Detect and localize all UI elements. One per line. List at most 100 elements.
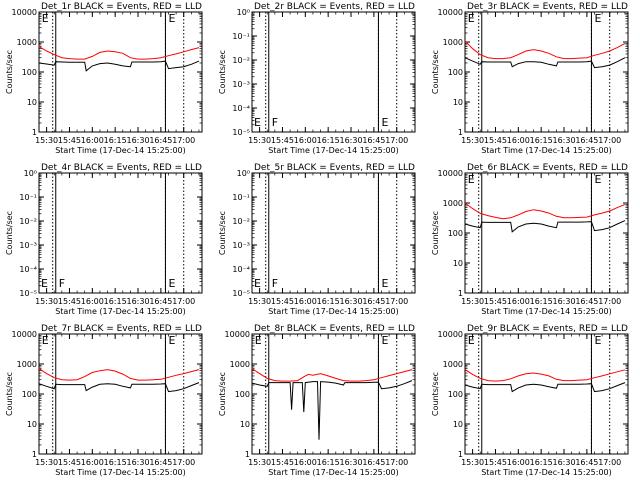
annotation-label: E [254, 277, 261, 290]
y-tick-label: 10000 [438, 169, 463, 178]
series-events-line [464, 57, 626, 69]
x-tick-label: 15:45 [58, 136, 81, 145]
y-tick-label: 10 [453, 259, 463, 268]
y-tick-label: 10⁻¹ [232, 193, 250, 202]
y-tick-label: 10000 [438, 330, 463, 339]
y-tick-label: 100 [448, 229, 463, 238]
y-tick-label: 10000 [438, 8, 463, 17]
x-tick-label: 15:45 [58, 458, 81, 467]
x-tick-label: 16:45 [575, 297, 598, 306]
series-lld-line [38, 46, 200, 60]
y-tick-label: 1000 [443, 360, 463, 369]
annotation-label: E [468, 334, 475, 347]
series-lld-line [464, 40, 626, 60]
x-tick-label: 17:00 [385, 136, 408, 145]
annotation-label: E [381, 277, 388, 290]
x-tick-label: 16:30 [552, 458, 575, 467]
y-tick-label: 1 [245, 450, 250, 459]
chart-panel: Det_9r BLACK = Events, RED = LLD 1 10 100 10… [431, 324, 629, 477]
x-tick-label: 16:15 [317, 297, 340, 306]
y-tick-label: 10⁻¹ [19, 193, 37, 202]
plot-frame [464, 11, 629, 133]
y-tick-label: 1 [32, 128, 37, 137]
x-tick-label: 17:00 [598, 458, 621, 467]
annotation-label: F [59, 277, 65, 290]
y-tick-label: 100 [448, 68, 463, 77]
chart-title: Det_2r BLACK = Events, RED = LLD [254, 2, 415, 12]
x-tick-label: 16:15 [530, 297, 553, 306]
y-axis-label: Counts/sec [218, 211, 227, 255]
x-tick-label: 15:30 [461, 458, 484, 467]
x-tick-label: 16:15 [530, 458, 553, 467]
y-axis-label: Counts/sec [431, 211, 440, 255]
series-lld-line [464, 202, 626, 220]
y-tick-label: 1000 [443, 38, 463, 47]
plot-frame [38, 333, 203, 455]
x-tick-label: 16:00 [507, 136, 530, 145]
y-tick-label: 10⁻² [232, 217, 250, 226]
y-tick-label: 1 [458, 450, 463, 459]
plot-frame [251, 172, 416, 294]
chart-panel: Det_4r BLACK = Events, RED = LLD 10⁻⁵ 10⁻⁴… [5, 163, 203, 316]
y-tick-label: 10⁻³ [232, 80, 250, 89]
x-tick-label: 16:45 [362, 297, 385, 306]
x-tick-label: 16:30 [552, 136, 575, 145]
x-tick-label: 16:00 [294, 136, 317, 145]
y-tick-label: 100 [448, 390, 463, 399]
annotation-label: E [468, 12, 475, 25]
x-tick-label: 16:00 [81, 458, 104, 467]
y-tick-label: 10⁻⁵ [232, 289, 250, 298]
y-tick-label: 10 [240, 420, 250, 429]
x-axis-label: Start Time (17-Dec-14 15:25:00) [55, 468, 186, 477]
x-tick-label: 16:30 [126, 136, 149, 145]
chart-title: Det_6r BLACK = Events, RED = LLD [467, 163, 628, 173]
y-axis-label: Counts/sec [5, 50, 14, 94]
y-tick-label: 1000 [17, 38, 37, 47]
x-tick-label: 16:45 [362, 458, 385, 467]
series-lld-line [38, 368, 200, 381]
chart-title: Det_7r BLACK = Events, RED = LLD [41, 324, 202, 334]
annotation-label: E [168, 12, 175, 25]
y-tick-label: 10⁻² [232, 56, 250, 65]
x-tick-label: 15:30 [461, 297, 484, 306]
x-axis-label: Start Time (17-Dec-14 15:25:00) [268, 307, 399, 316]
y-tick-label: 10⁻³ [232, 241, 250, 250]
y-tick-label: 1 [458, 289, 463, 298]
y-axis-label: Counts/sec [218, 50, 227, 94]
x-tick-label: 15:45 [484, 297, 507, 306]
x-tick-label: 16:45 [149, 136, 172, 145]
annotation-label: E [381, 334, 388, 347]
annotation-label: E [468, 173, 475, 186]
chart-panel: Det_6r BLACK = Events, RED = LLD 1 10 100 10… [431, 163, 629, 316]
x-tick-label: 16:30 [126, 297, 149, 306]
x-tick-label: 16:30 [339, 297, 362, 306]
x-tick-label: 15:45 [271, 136, 294, 145]
annotation-label: E [168, 277, 175, 290]
annotation-label: F [272, 277, 278, 290]
y-axis-label: Counts/sec [5, 372, 14, 416]
annotation-label: E [254, 116, 261, 129]
x-axis-label: Start Time (17-Dec-14 15:25:00) [481, 468, 612, 477]
x-tick-label: 17:00 [172, 297, 195, 306]
y-tick-label: 10⁻⁵ [232, 128, 250, 137]
chart-title: Det_4r BLACK = Events, RED = LLD [41, 163, 202, 173]
plot-frame [38, 11, 203, 133]
x-tick-label: 16:15 [317, 458, 340, 467]
y-tick-label: 10⁻⁵ [19, 289, 37, 298]
x-tick-label: 15:30 [248, 136, 271, 145]
y-tick-label: 100 [22, 390, 37, 399]
y-tick-label: 10⁻¹ [232, 32, 250, 41]
series-events-line [251, 380, 413, 440]
x-tick-label: 15:45 [484, 136, 507, 145]
x-tick-label: 16:45 [575, 136, 598, 145]
x-tick-label: 15:45 [271, 297, 294, 306]
y-axis-label: Counts/sec [431, 50, 440, 94]
x-axis-label: Start Time (17-Dec-14 15:25:00) [268, 468, 399, 477]
series-lld-line [251, 368, 413, 382]
chart-panel: Det_1r BLACK = Events, RED = LLD 1 10 100 10… [5, 2, 203, 155]
chart-panel: Det_3r BLACK = Events, RED = LLD 1 10 100 10… [431, 2, 629, 155]
x-tick-label: 16:00 [294, 297, 317, 306]
x-tick-label: 16:30 [552, 297, 575, 306]
y-tick-label: 10000 [12, 330, 37, 339]
annotation-label: F [272, 116, 278, 129]
